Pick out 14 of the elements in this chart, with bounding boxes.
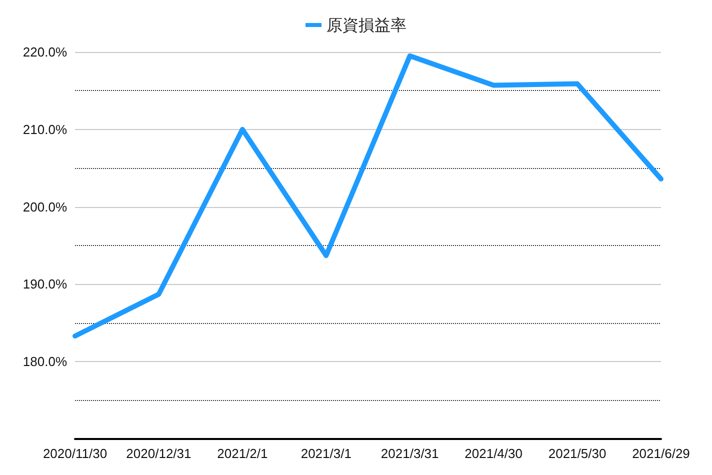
x-tick-label: 2020/12/31 [126, 446, 192, 461]
x-tick-label: 2021/5/30 [548, 446, 606, 461]
y-tick-label: 210.0% [22, 122, 68, 137]
x-tick-label: 2020/11/30 [42, 446, 108, 461]
x-tick-label: 2021/2/1 [217, 446, 268, 461]
y-tick-label: 190.0% [22, 276, 68, 292]
y-tick-label: 220.0% [22, 44, 68, 60]
x-tick-label: 2021/3/31 [380, 446, 439, 461]
x-tick-label: 2021/4/30 [464, 446, 522, 461]
x-tick-label: 2021/3/1 [300, 446, 352, 461]
x-tick-label: 2021/6/29 [632, 446, 690, 461]
y-tick-label: 180.0% [22, 354, 68, 370]
y-tick-label: 200.0% [22, 199, 68, 214]
legend-label: 原資損益率 [326, 16, 406, 34]
